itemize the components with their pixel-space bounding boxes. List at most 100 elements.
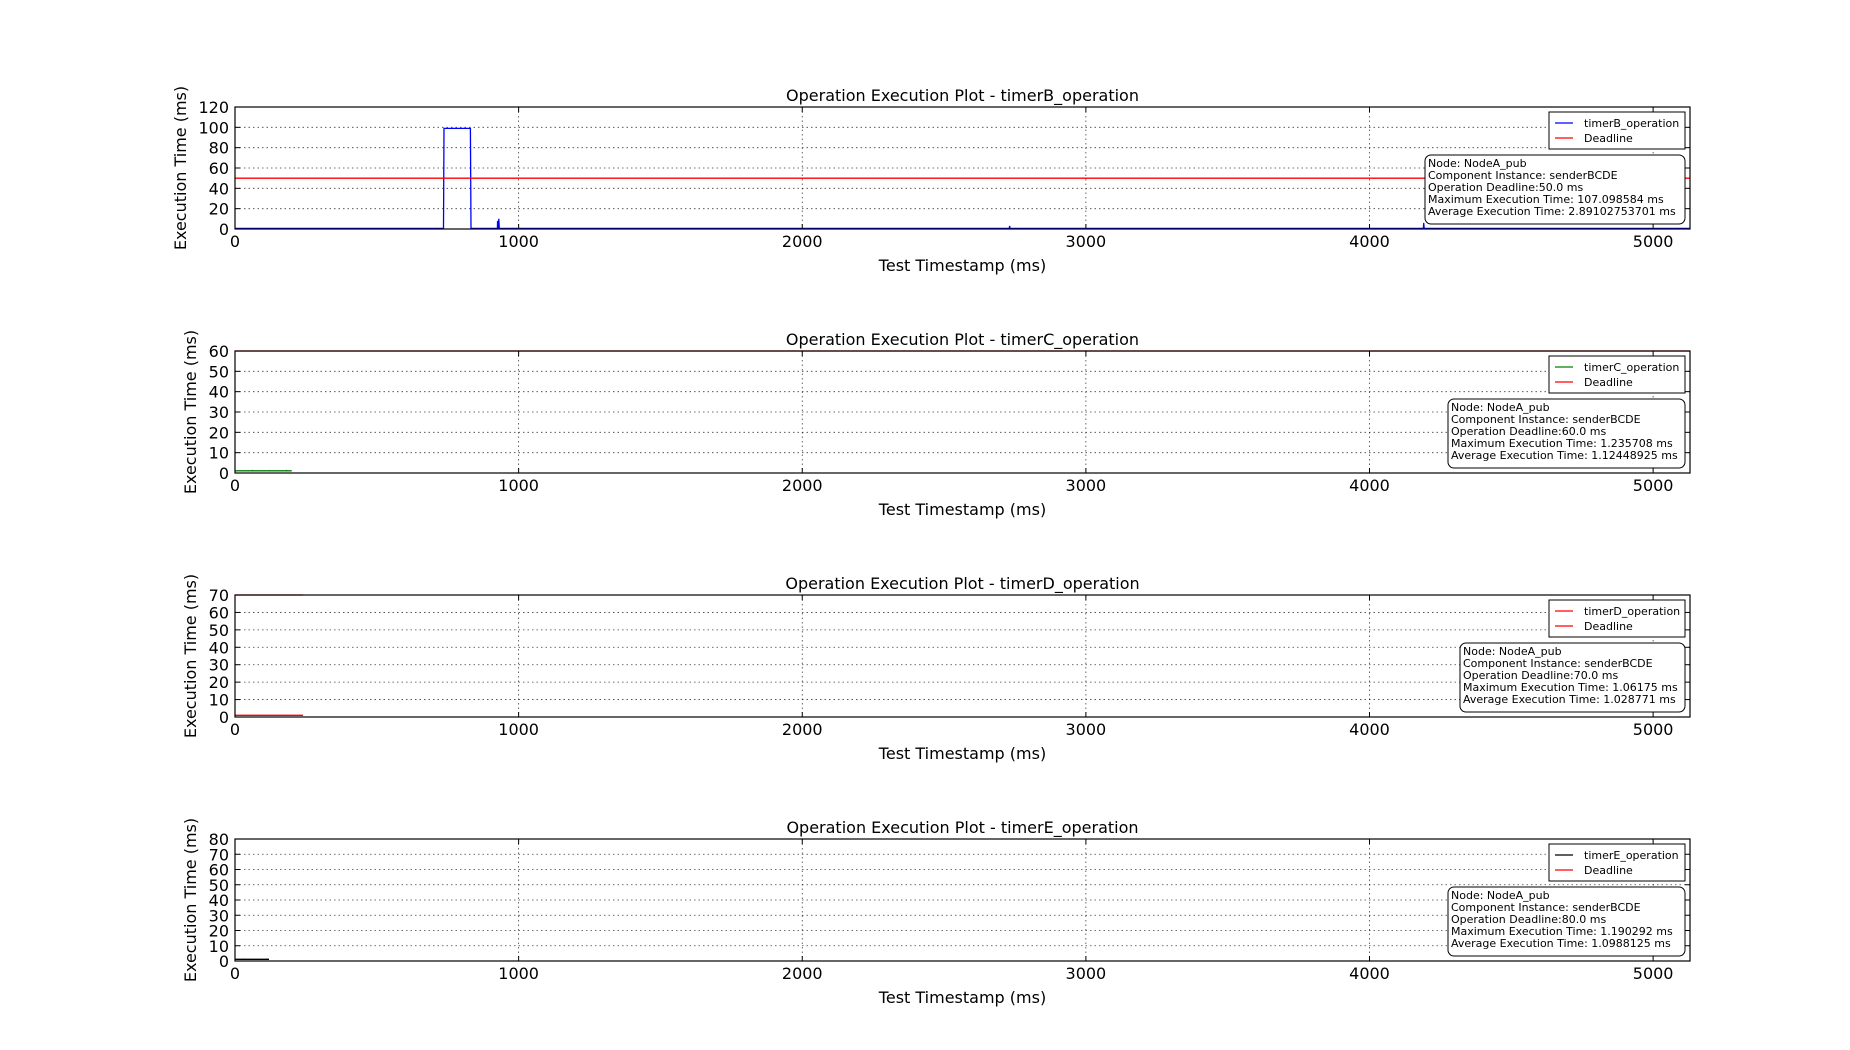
y-tick-label: 30 [209, 906, 229, 925]
x-tick-label: 1000 [498, 476, 539, 495]
info-box-line: Maximum Execution Time: 1.235708 ms [1451, 437, 1673, 450]
y-tick-label: 40 [209, 179, 229, 198]
info-box-line: Component Instance: senderBCDE [1428, 169, 1618, 182]
legend-label: Deadline [1584, 376, 1633, 389]
y-tick-label: 0 [219, 952, 229, 971]
legend-label: Deadline [1584, 864, 1633, 877]
legend-label: timerE_operation [1584, 849, 1679, 862]
x-tick-label: 3000 [1066, 720, 1107, 739]
legend: timerB_operation Deadline [1548, 111, 1686, 150]
y-tick-label: 60 [209, 342, 229, 361]
y-axis-label: Execution Time (ms) [181, 818, 200, 982]
y-tick-label: 10 [209, 937, 229, 956]
y-tick-label: 70 [209, 586, 229, 605]
y-tick-label: 20 [209, 922, 229, 941]
x-tick-label: 5000 [1633, 720, 1674, 739]
y-axis-label: Execution Time (ms) [181, 574, 200, 738]
y-tick-label: 60 [209, 603, 229, 622]
y-tick-label: 40 [209, 383, 229, 402]
y-tick-label: 30 [209, 403, 229, 422]
y-axis-label: Execution Time (ms) [181, 330, 200, 494]
legend-frame [1548, 111, 1686, 150]
info-box-line: Component Instance: senderBCDE [1451, 901, 1641, 914]
info-box-line: Node: NodeA_pub [1451, 889, 1550, 902]
info-box-line: Node: NodeA_pub [1428, 157, 1527, 170]
info-box-line: Operation Deadline:80.0 ms [1451, 913, 1606, 926]
y-tick-label: 50 [209, 876, 229, 895]
legend: timerE_operation Deadline [1548, 843, 1686, 882]
series-line [235, 127, 1690, 229]
y-axis-label: Execution Time (ms) [171, 86, 190, 250]
y-tick-label: 50 [209, 362, 229, 381]
x-tick-label: 5000 [1633, 964, 1674, 983]
chart-title: Operation Execution Plot - timerD_operat… [785, 574, 1139, 594]
x-tick-label: 4000 [1349, 232, 1390, 251]
info-box-frame [1447, 886, 1686, 957]
x-tick-label: 3000 [1066, 476, 1107, 495]
y-tick-label: 80 [209, 830, 229, 849]
info-box-frame [1459, 642, 1686, 713]
y-tick-label: 120 [198, 98, 229, 117]
x-tick-label: 2000 [782, 232, 823, 251]
legend-label: timerC_operation [1584, 361, 1679, 374]
x-tick-label: 2000 [782, 720, 823, 739]
legend: timerC_operation Deadline [1548, 355, 1686, 394]
x-tick-label: 1000 [498, 232, 539, 251]
chart-title: Operation Execution Plot - timerE_operat… [786, 818, 1138, 838]
y-tick-label: 10 [209, 691, 229, 710]
info-box-line: Average Execution Time: 2.89102753701 ms [1428, 205, 1676, 218]
info-box-line: Node: NodeA_pub [1451, 401, 1550, 414]
legend-frame [1548, 843, 1686, 882]
y-tick-label: 70 [209, 845, 229, 864]
y-tick-label: 0 [219, 220, 229, 239]
y-tick-label: 40 [209, 891, 229, 910]
x-axis-label: Test Timestamp (ms) [878, 744, 1046, 763]
x-axis-label: Test Timestamp (ms) [878, 988, 1046, 1007]
legend-label: timerB_operation [1584, 117, 1679, 130]
info-box-line: Average Execution Time: 1.0988125 ms [1451, 937, 1671, 950]
info-box-line: Average Execution Time: 1.12448925 ms [1451, 449, 1678, 462]
legend-frame [1548, 355, 1686, 394]
y-tick-label: 20 [209, 673, 229, 692]
x-axis-label: Test Timestamp (ms) [878, 256, 1046, 275]
x-axis-label: Test Timestamp (ms) [878, 500, 1046, 519]
y-tick-label: 30 [209, 656, 229, 675]
info-box-line: Maximum Execution Time: 107.098584 ms [1428, 193, 1664, 206]
y-tick-label: 0 [219, 464, 229, 483]
y-tick-label: 60 [209, 861, 229, 880]
legend-label: Deadline [1584, 620, 1633, 633]
legend-label: timerD_operation [1584, 605, 1680, 618]
y-tick-label: 20 [209, 423, 229, 442]
y-tick-label: 10 [209, 444, 229, 463]
x-tick-label: 3000 [1066, 964, 1107, 983]
x-tick-label: 1000 [498, 720, 539, 739]
x-tick-label: 3000 [1066, 232, 1107, 251]
chart-title: Operation Execution Plot - timerB_operat… [786, 86, 1139, 106]
y-tick-label: 20 [209, 200, 229, 219]
legend-frame [1548, 599, 1686, 638]
x-tick-label: 5000 [1633, 476, 1674, 495]
y-tick-label: 0 [219, 708, 229, 727]
y-tick-label: 80 [209, 139, 229, 158]
x-tick-label: 4000 [1349, 720, 1390, 739]
info-box-line: Node: NodeA_pub [1463, 645, 1562, 658]
x-tick-label: 0 [230, 476, 240, 495]
info-box-line: Component Instance: senderBCDE [1451, 413, 1641, 426]
x-tick-label: 5000 [1633, 232, 1674, 251]
info-box-frame [1424, 154, 1686, 225]
info-box-line: Maximum Execution Time: 1.06175 ms [1463, 681, 1678, 694]
y-tick-label: 60 [209, 159, 229, 178]
legend: timerD_operation Deadline [1548, 599, 1686, 638]
legend-label: Deadline [1584, 132, 1633, 145]
x-tick-label: 4000 [1349, 964, 1390, 983]
info-box-line: Maximum Execution Time: 1.190292 ms [1451, 925, 1673, 938]
info-box-line: Operation Deadline:50.0 ms [1428, 181, 1583, 194]
